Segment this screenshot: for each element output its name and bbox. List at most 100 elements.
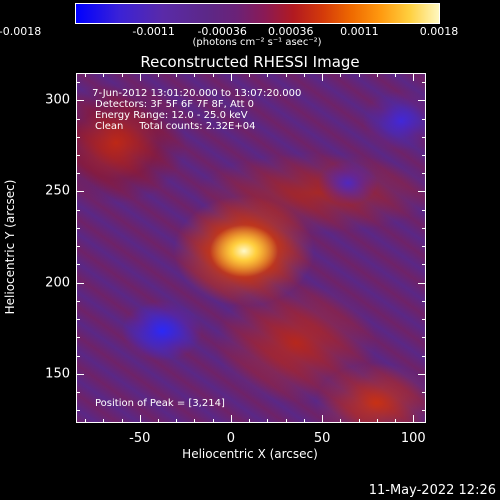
- axis-tick: [303, 73, 305, 77]
- colorbar-unit: (photons cm⁻² s⁻¹ asec⁻²): [192, 37, 322, 48]
- axis-tick: [285, 73, 287, 77]
- axis-tick: [322, 73, 324, 81]
- axis-tick: [85, 419, 87, 423]
- y-tick-label: 300: [45, 92, 70, 108]
- x-tick-label: -50: [129, 431, 151, 446]
- axis-tick: [158, 419, 160, 423]
- axis-tick: [194, 419, 196, 423]
- axis-tick: [76, 209, 80, 211]
- axis-tick: [395, 73, 396, 77]
- axis-tick: [358, 419, 360, 423]
- y-tick-label: 200: [45, 275, 70, 291]
- axis-tick: [76, 337, 80, 339]
- axis-tick: [76, 410, 80, 412]
- axis-tick: [285, 419, 287, 423]
- axis-tick: [76, 191, 84, 193]
- axis-tick: [76, 300, 80, 302]
- axis-tick: [422, 246, 426, 248]
- axis-tick: [76, 246, 80, 248]
- axis-tick: [121, 73, 123, 77]
- x-tick-label: 0: [226, 431, 236, 446]
- axis-tick: [358, 73, 360, 77]
- axis-tick: [422, 300, 426, 302]
- info-detectors: Detectors: 3F 5F 6F 7F 8F, Att 0: [95, 99, 255, 110]
- colorbar-tick-label: -0.0011: [132, 25, 175, 38]
- axis-tick: [212, 419, 214, 423]
- axis-tick: [413, 73, 415, 81]
- axis-tick: [103, 419, 105, 423]
- y-axis-label: Heliocentric Y (arcsec): [3, 179, 17, 315]
- x-tick-label: 50: [313, 431, 331, 446]
- y-tick-label: 250: [45, 183, 70, 199]
- axis-tick: [212, 73, 214, 77]
- axis-tick: [422, 410, 426, 412]
- info-method: Clean Total counts: 2.32E+04: [95, 121, 256, 132]
- axis-tick: [422, 264, 426, 266]
- axis-tick: [230, 415, 232, 423]
- axis-tick: [194, 73, 196, 77]
- axis-tick: [376, 419, 378, 423]
- plot-frame: [76, 73, 426, 423]
- colorbar-tick-label: -0.00036: [197, 25, 247, 38]
- axis-tick: [103, 73, 105, 77]
- footer-date: 11-May-2022 12:26: [368, 483, 496, 498]
- axis-tick: [422, 173, 426, 175]
- axis-tick: [76, 355, 80, 357]
- axis-tick: [139, 415, 141, 423]
- axis-tick: [249, 419, 251, 423]
- axis-tick: [76, 373, 84, 375]
- axis-tick: [76, 392, 80, 393]
- axis-tick: [76, 264, 80, 266]
- info-time: 7-Jun-2012 13:01:20.000 to 13:07:20.000: [89, 88, 302, 99]
- axis-tick: [422, 209, 426, 211]
- info-energy: Energy Range: 12.0 - 25.0 keV: [95, 110, 248, 121]
- axis-tick: [418, 282, 426, 284]
- axis-tick: [76, 155, 80, 157]
- axis-tick: [85, 73, 87, 77]
- axis-tick: [76, 100, 84, 102]
- axis-tick: [422, 337, 426, 339]
- colorbar-tick-label: 0.0011: [340, 25, 379, 38]
- colorbar-tick-label: -0.0018: [0, 25, 42, 38]
- axis-tick: [340, 419, 342, 423]
- axis-tick: [158, 73, 160, 77]
- axis-tick: [422, 118, 426, 120]
- axis-tick: [422, 136, 426, 138]
- axis-tick: [395, 419, 396, 423]
- axis-tick: [422, 355, 426, 357]
- x-tick-label: 100: [400, 431, 426, 446]
- axis-tick: [267, 73, 269, 77]
- axis-tick: [422, 392, 426, 393]
- axis-tick: [418, 373, 426, 375]
- axis-tick: [176, 419, 178, 423]
- rhessi-image: [76, 73, 426, 423]
- axis-tick: [230, 73, 232, 81]
- axis-tick: [303, 419, 305, 423]
- axis-tick: [267, 419, 269, 423]
- axis-tick: [422, 155, 426, 157]
- axis-tick: [176, 73, 178, 77]
- colorbar-gradient: [75, 3, 440, 24]
- axis-tick: [322, 415, 324, 423]
- colorbar-tick-label: 0.0018: [419, 25, 459, 38]
- axis-tick: [422, 319, 426, 321]
- axis-tick: [340, 73, 342, 77]
- axis-tick: [76, 118, 80, 120]
- y-tick-label: 150: [45, 366, 70, 382]
- info-peak: Position of Peak = [3,214]: [95, 398, 225, 409]
- axis-tick: [418, 191, 426, 193]
- axis-tick: [76, 136, 80, 138]
- axis-tick: [76, 82, 80, 84]
- axis-tick: [76, 227, 80, 229]
- axis-tick: [76, 173, 80, 175]
- axis-tick: [422, 82, 426, 84]
- colorbar-tick-label: 0.00036: [268, 25, 314, 38]
- chart-title: Reconstructed RHESSI Image: [140, 53, 360, 71]
- axis-tick: [76, 319, 80, 321]
- axis-tick: [413, 415, 415, 423]
- x-axis-label: Heliocentric X (arcsec): [182, 447, 318, 461]
- axis-tick: [121, 419, 123, 423]
- axis-tick: [139, 73, 141, 81]
- axis-tick: [249, 73, 251, 77]
- axis-tick: [418, 100, 426, 102]
